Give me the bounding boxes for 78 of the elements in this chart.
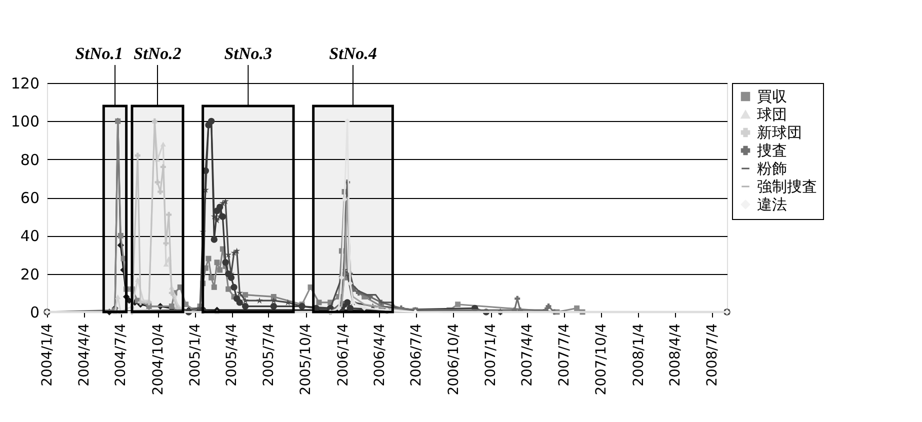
x-tick-label: 2005/10/4 xyxy=(298,323,314,396)
point xyxy=(118,232,124,238)
x-tick-label: 2006/7/4 xyxy=(408,323,425,386)
point xyxy=(124,286,130,292)
point xyxy=(214,260,220,266)
point xyxy=(222,259,229,266)
point xyxy=(236,299,244,306)
x-tick-label: 2006/1/4 xyxy=(335,323,352,386)
x-tick-label: 2004/1/4 xyxy=(40,323,56,386)
y-tick-label: 80 xyxy=(20,150,40,169)
x-tick-label: 2006/10/4 xyxy=(446,323,462,396)
point xyxy=(211,284,217,290)
x-tick-label: 2005/4/4 xyxy=(224,323,240,386)
point xyxy=(242,302,249,310)
x-tick-label: 2005/7/4 xyxy=(260,323,277,386)
point xyxy=(233,248,240,254)
point xyxy=(270,297,278,304)
point xyxy=(134,152,140,158)
point xyxy=(346,304,354,312)
x-tick-label: 2005/1/4 xyxy=(188,323,204,386)
y-tick-label: 20 xyxy=(20,265,40,284)
point xyxy=(226,286,232,292)
point xyxy=(222,198,229,204)
point xyxy=(210,236,218,243)
y-tick-label: 100 xyxy=(10,112,40,131)
point xyxy=(219,213,226,220)
point xyxy=(168,304,174,310)
x-tick-label: 2006/4/4 xyxy=(372,323,388,386)
legend-label: 捜査 xyxy=(757,142,787,160)
point xyxy=(316,300,322,306)
x-tick-label: 2007/1/4 xyxy=(483,323,500,386)
point xyxy=(228,274,235,281)
point xyxy=(344,299,351,306)
band-label: StNo.4 xyxy=(329,44,377,63)
point xyxy=(154,179,160,185)
x-tick-label: 2004/4/4 xyxy=(76,323,92,386)
legend-label: 違法 xyxy=(757,196,787,214)
x-tick-label: 2004/7/4 xyxy=(113,323,130,386)
point xyxy=(160,142,166,146)
point xyxy=(270,302,278,310)
point xyxy=(160,164,166,170)
band-label: StNo.3 xyxy=(224,44,273,63)
point xyxy=(168,290,174,296)
x-tick-label: 2007/10/4 xyxy=(594,323,610,396)
y-tick-label: 0 xyxy=(30,304,40,322)
point xyxy=(208,274,214,280)
point xyxy=(158,189,164,195)
x-tick-label: 2007/4/4 xyxy=(520,323,536,386)
x-tick-label: 2008/1/4 xyxy=(630,323,647,386)
point xyxy=(217,267,223,273)
point xyxy=(216,204,224,210)
point xyxy=(574,305,580,311)
point xyxy=(206,256,212,262)
point xyxy=(455,302,461,308)
y-tick-label: 60 xyxy=(20,189,40,207)
legend-label: 粉飾 xyxy=(757,160,787,178)
point xyxy=(163,240,169,246)
point xyxy=(347,280,353,286)
x-tick-label: 2008/7/4 xyxy=(704,323,721,386)
legend-label: 強制捜査 xyxy=(757,178,817,196)
x-tick-label: 2008/4/4 xyxy=(668,323,684,386)
band-label: StNo.1 xyxy=(75,44,123,63)
point xyxy=(256,297,263,304)
point xyxy=(230,284,238,291)
legend-label: 買収 xyxy=(757,88,787,106)
point xyxy=(242,297,249,304)
point xyxy=(270,294,276,300)
point xyxy=(242,292,248,298)
y-tick-label: 120 xyxy=(10,74,40,92)
point xyxy=(115,294,121,300)
legend-label: 新球団 xyxy=(757,124,802,142)
point xyxy=(166,212,172,218)
point xyxy=(546,304,552,310)
y-tick-label: 40 xyxy=(20,227,40,246)
legend-label: 球団 xyxy=(757,106,787,124)
x-tick-label: 2004/10/4 xyxy=(150,323,166,396)
x-tick-label: 2007/7/4 xyxy=(556,323,572,386)
band-label: StNo.2 xyxy=(134,44,182,63)
